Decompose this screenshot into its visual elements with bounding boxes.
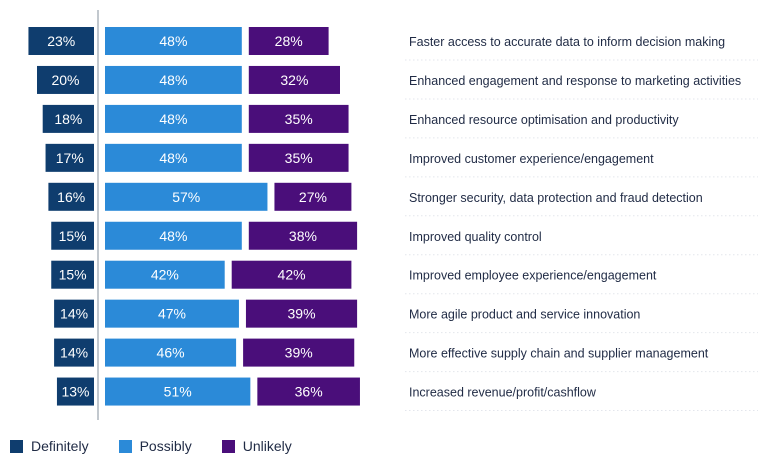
bar-definitely [48,182,94,211]
bar-unlikely [248,221,358,250]
category-label: Faster access to accurate data to inform… [409,35,725,49]
label-definitely: 18% [54,111,82,127]
label-possibly: 57% [172,189,200,205]
legend-item-possibly: Possibly [118,438,192,454]
bar-definitely [42,104,94,133]
legend-item-unlikely: Unlikely [221,438,292,454]
label-definitely: 13% [61,384,89,400]
category-label: Increased revenue/profit/cashflow [409,386,597,400]
bar-possibly [105,104,242,133]
label-possibly: 42% [151,267,179,283]
legend-label-unlikely: Unlikely [242,438,292,454]
label-unlikely: 28% [275,33,303,49]
legend: Definitely Possibly Unlikely [10,436,292,456]
bar-possibly [105,143,242,172]
legend-label-possibly: Possibly [139,438,192,454]
bar-possibly [105,338,237,367]
label-unlikely: 42% [278,267,306,283]
bar-possibly [105,65,242,94]
label-possibly: 48% [159,72,187,88]
label-unlikely: 39% [285,345,313,361]
label-possibly: 48% [159,33,187,49]
bar-unlikely [231,260,352,289]
legend-swatch-possibly [118,439,132,453]
label-definitely: 15% [59,267,87,283]
legend-label-definitely: Definitely [31,438,89,454]
label-unlikely: 35% [285,111,313,127]
category-label: Enhanced engagement and response to mark… [409,74,741,88]
bar-unlikely [248,104,349,133]
legend-item-definitely: Definitely [10,438,89,454]
label-possibly: 48% [159,111,187,127]
label-unlikely: 27% [299,189,327,205]
bar-unlikely [274,182,352,211]
bar-definitely [54,299,94,328]
bar-definitely [54,338,94,367]
category-label: Stronger security, data protection and f… [409,191,703,205]
label-unlikely: 38% [289,228,317,244]
legend-swatch-unlikely [221,439,235,453]
label-unlikely: 35% [285,150,313,166]
label-unlikely: 36% [295,384,323,400]
label-possibly: 48% [159,228,187,244]
category-label: More effective supply chain and supplier… [409,347,709,361]
category-label: Improved quality control [409,230,542,244]
bar-possibly [105,377,251,406]
label-unlikely: 39% [288,306,316,322]
bar-definitely [37,65,94,94]
bar-unlikely [245,299,358,328]
category-label: More agile product and service innovatio… [409,308,640,322]
bar-definitely [51,260,94,289]
label-unlikely: 32% [280,72,308,88]
label-definitely: 14% [60,306,88,322]
bar-unlikely [257,377,360,406]
label-definitely: 20% [51,72,79,88]
category-label: Improved employee experience/engagement [409,269,657,283]
bar-possibly [105,260,225,289]
label-definitely: 17% [56,150,84,166]
label-possibly: 47% [158,306,186,322]
bar-possibly [105,221,242,250]
bar-definitely [45,143,94,172]
bar-definitely [51,221,94,250]
bar-definitely [28,27,95,55]
legend-swatch-definitely [10,439,23,453]
category-label: Improved customer experience/engagement [409,152,654,166]
bar-chart-svg: 23% 48% 28% Faster access to accurate data … [28,10,758,420]
label-definitely: 14% [60,345,88,361]
label-definitely: 15% [59,228,87,244]
label-definitely: 16% [57,189,85,205]
bar-possibly [105,182,268,211]
label-possibly: 46% [157,345,185,361]
label-possibly: 51% [164,384,192,400]
bar-unlikely [248,27,329,55]
bar-unlikely [243,338,355,367]
category-label: Enhanced resource optimisation and produ… [409,113,679,127]
bar-unlikely [248,65,340,94]
bar-definitely [56,377,94,406]
bar-possibly [105,27,242,55]
label-definitely: 23% [47,33,75,49]
label-possibly: 48% [159,150,187,166]
bar-unlikely [248,143,349,172]
bar-possibly [105,299,239,328]
